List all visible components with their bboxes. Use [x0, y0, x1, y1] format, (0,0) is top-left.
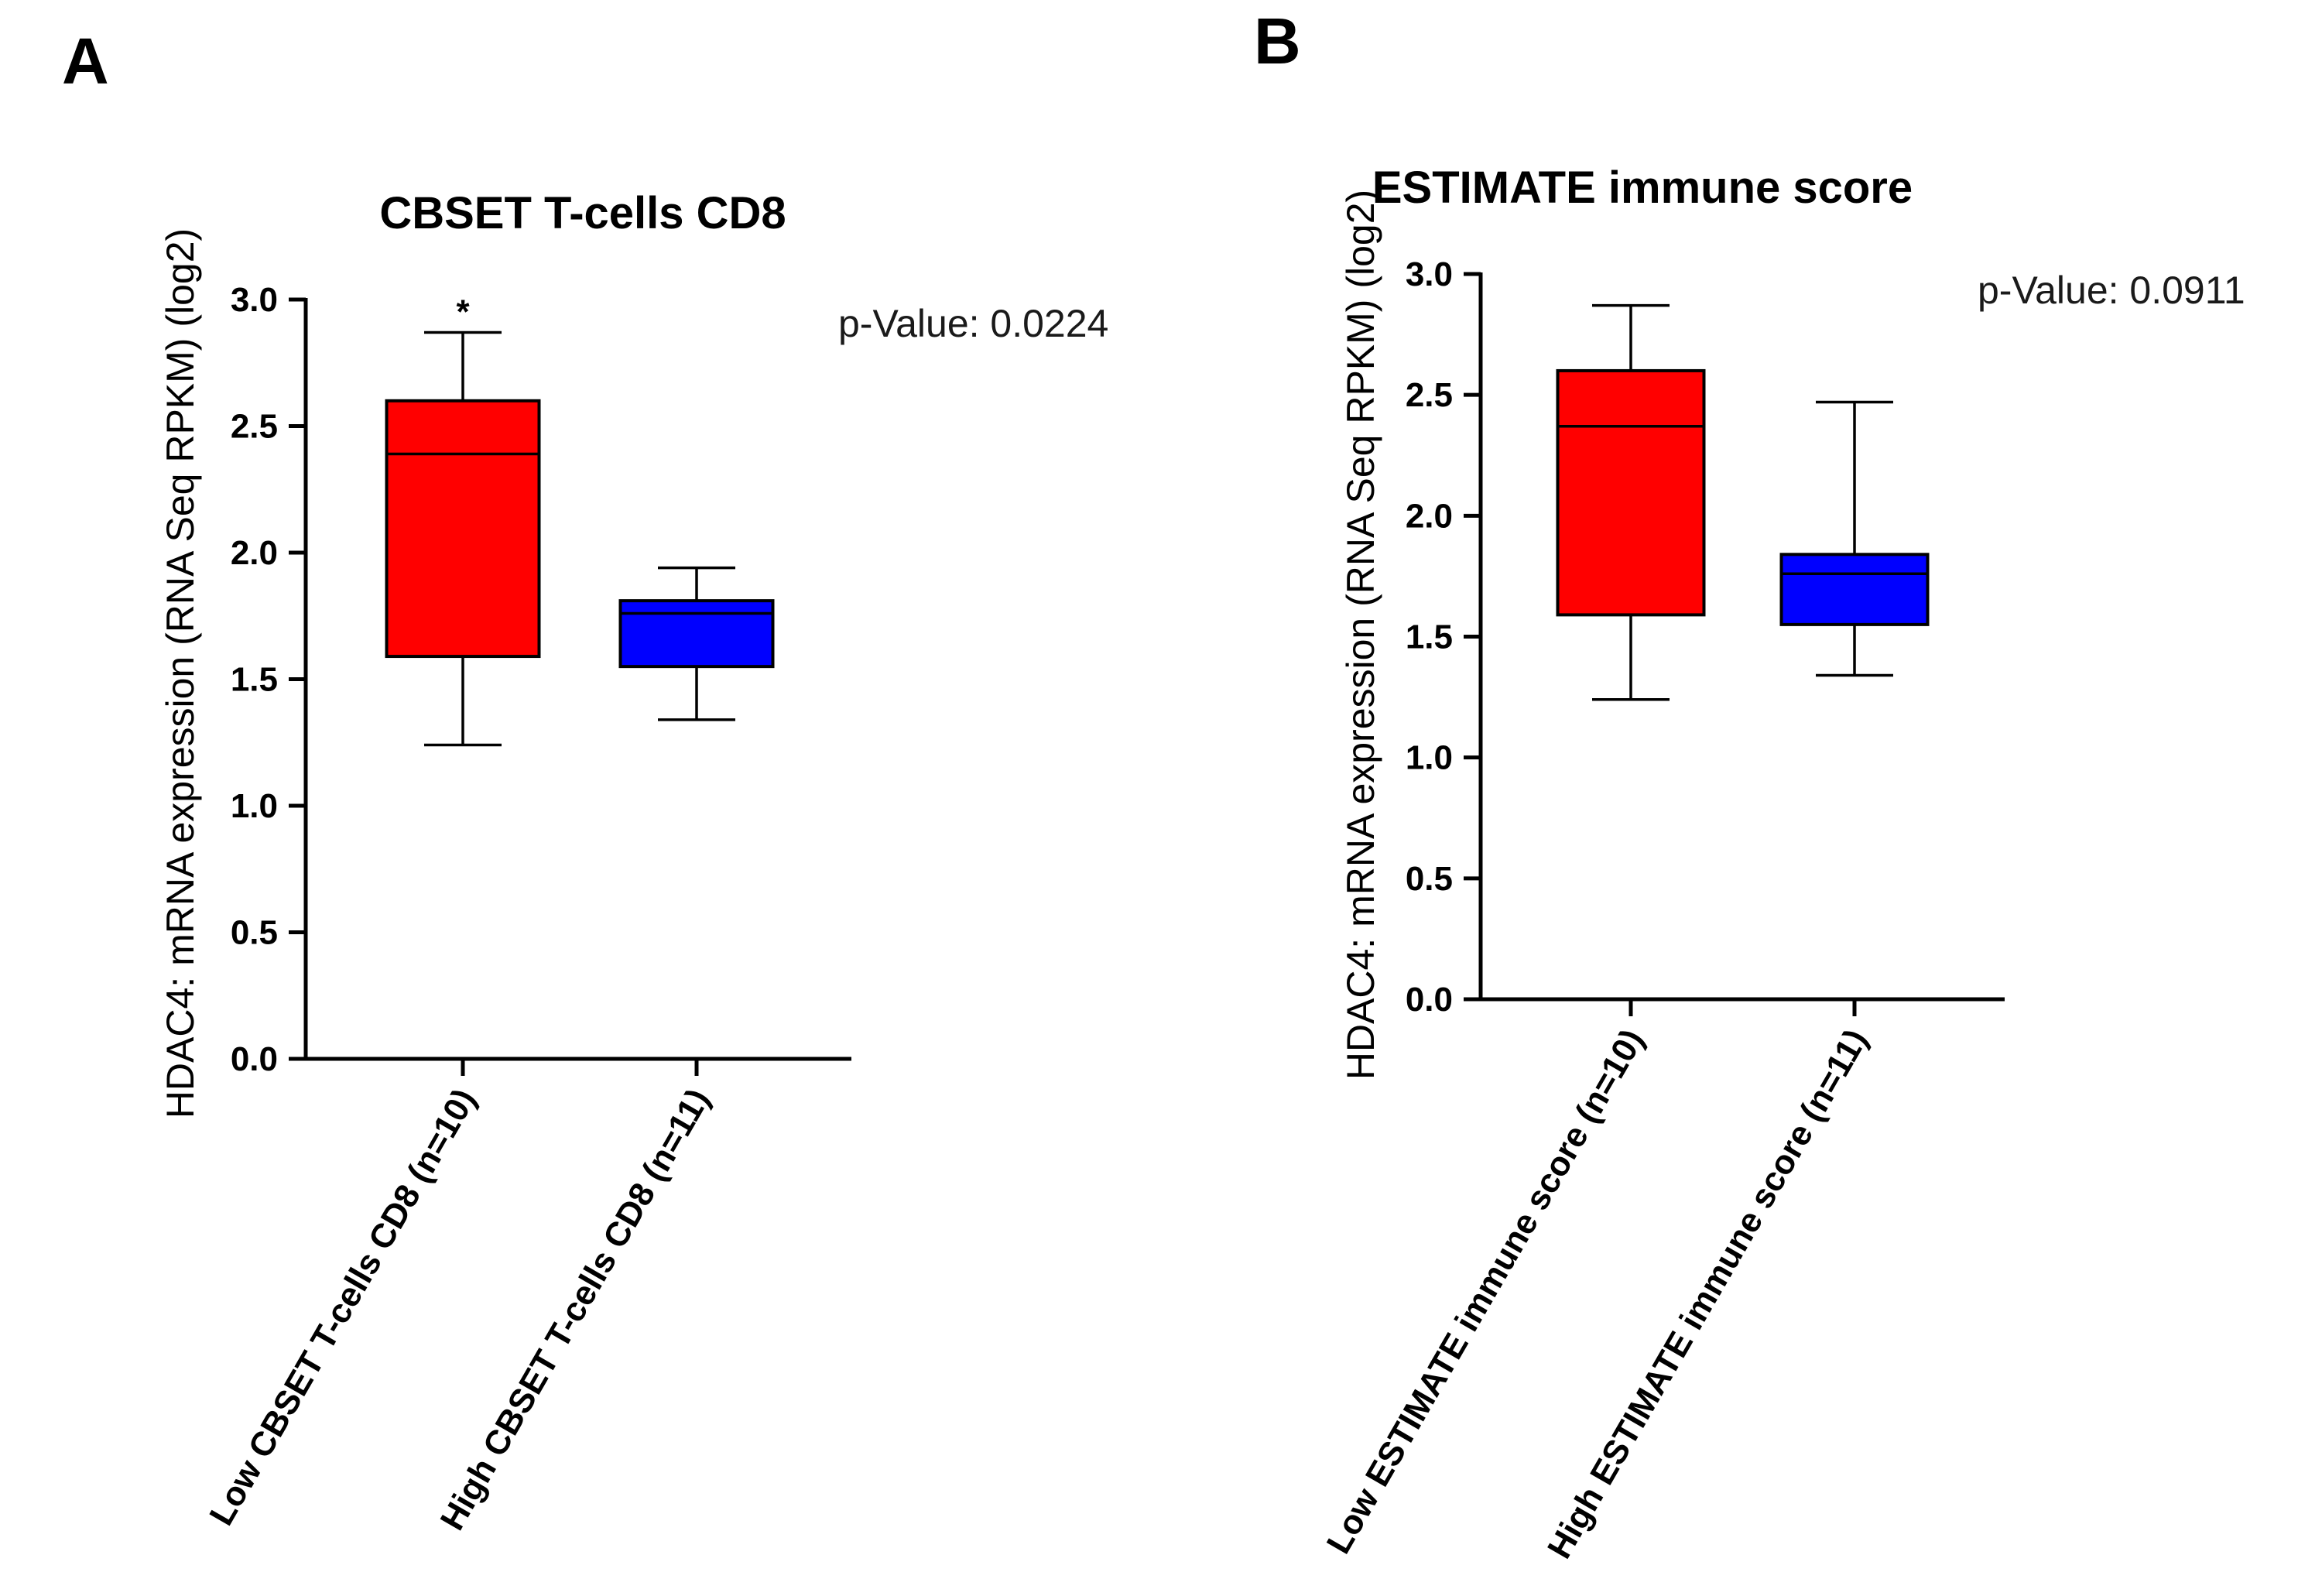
y-tick-label: 3.0 — [231, 281, 278, 319]
y-axis-label: HDAC4: mRNA expression (RNA Seq RPKM) (l… — [159, 228, 202, 1118]
y-tick-label: 0.5 — [231, 914, 278, 952]
y-tick-label: 2.0 — [1406, 497, 1453, 535]
y-tick-label: 2.5 — [231, 408, 278, 446]
y-tick-label: 0.0 — [1406, 981, 1453, 1019]
y-tick-label: 3.0 — [1406, 255, 1453, 293]
category-label: High CBSET T-cells CD8 (n=11) — [433, 1083, 717, 1537]
box-high — [1779, 553, 1930, 626]
y-tick-label: 2.0 — [231, 534, 278, 572]
y-tick-label: 0.5 — [1406, 860, 1453, 898]
p-value-annotation: p-Value: 0.0911 — [1978, 269, 2245, 312]
box-low — [1556, 368, 1706, 617]
chart-title: ESTIMATE immune score — [1372, 163, 1913, 213]
y-tick-label: 2.5 — [1406, 376, 1453, 414]
y-tick-label: 1.5 — [231, 661, 278, 699]
panel-letter: B — [1254, 5, 1301, 77]
y-tick-label: 1.0 — [231, 787, 278, 825]
y-tick-label: 1.0 — [1406, 739, 1453, 777]
y-tick-label: 1.5 — [1406, 618, 1453, 656]
box-low — [385, 399, 541, 659]
category-label: Low CBSET T-cells CD8 (n=10) — [202, 1083, 483, 1532]
panel-a: A CBSET T-cells CD8 HDAC4: mRNA expression… — [62, 25, 1108, 1536]
y-axis-label: HDAC4: mRNA expression (RNA Seq RPKM) (l… — [1339, 190, 1382, 1080]
panel-letter: A — [62, 25, 109, 98]
box-high — [618, 599, 775, 669]
chart-title: CBSET T-cells CD8 — [379, 188, 786, 238]
p-value-annotation: p-Value: 0.0224 — [838, 302, 1108, 345]
significance-marker: * — [456, 293, 470, 331]
y-tick-label: 0.0 — [231, 1040, 278, 1078]
